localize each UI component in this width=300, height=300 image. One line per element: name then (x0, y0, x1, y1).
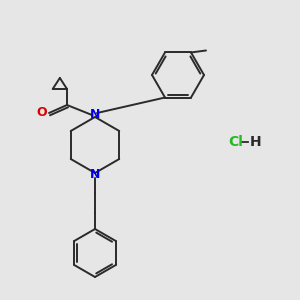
Text: N: N (90, 107, 100, 121)
Text: Cl: Cl (228, 135, 243, 149)
Text: H: H (250, 135, 262, 149)
Text: O: O (37, 106, 47, 118)
Text: N: N (90, 167, 100, 181)
